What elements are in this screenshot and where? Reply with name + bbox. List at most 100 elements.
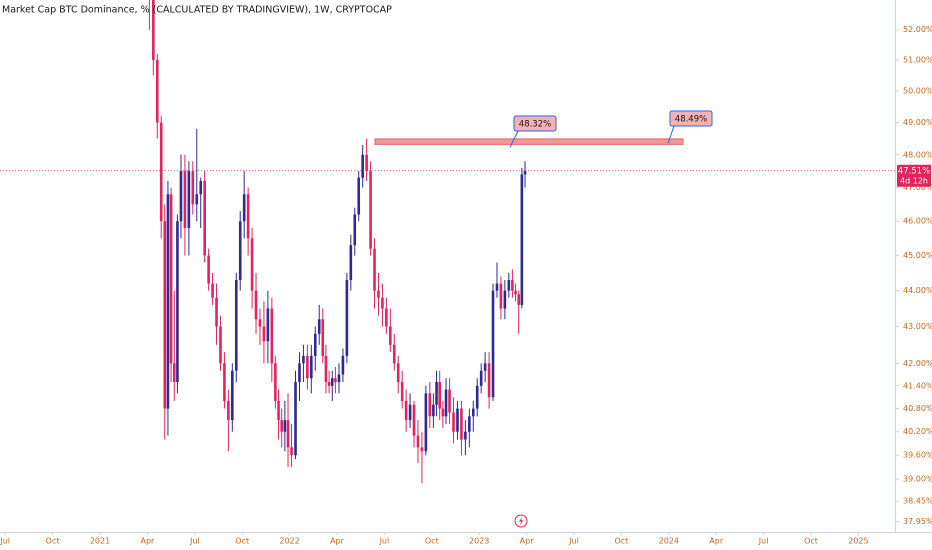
candle-body [277, 400, 280, 421]
candle-body [290, 447, 293, 456]
y-tick-label: 48.00% [903, 150, 932, 159]
x-tick-label: 2025 [848, 537, 868, 546]
candle-body [163, 221, 167, 409]
candle-body [345, 280, 349, 356]
candle-body [203, 181, 206, 256]
candle-body [283, 420, 287, 432]
candle-body [452, 412, 455, 432]
last-price-label: 47.51% [898, 166, 930, 176]
x-tick-label: Oct [46, 537, 60, 546]
candle-body [306, 355, 309, 379]
x-tick-label: Jul [0, 537, 10, 546]
candle-body [274, 363, 277, 401]
candle-body [298, 363, 301, 383]
callout-box [669, 110, 713, 127]
candle-body [428, 393, 432, 417]
x-tick-label: Apr [520, 537, 535, 546]
y-tick-label: 45.00% [903, 251, 932, 260]
candle-body [483, 363, 487, 371]
alert-icon[interactable] [514, 514, 528, 528]
callout-label: 48.49% [675, 115, 707, 125]
candle-body [365, 154, 368, 172]
candle-body [420, 447, 424, 452]
callout-box [513, 115, 557, 132]
y-tick-label: 40.20% [903, 427, 932, 436]
candle-body [159, 122, 163, 222]
countdown-label: 4d 12h [900, 176, 928, 185]
candle-body [215, 297, 218, 327]
candle-body [468, 416, 471, 432]
candle-body [169, 194, 173, 364]
candle-body [172, 363, 176, 383]
y-tick-label: 38.45% [903, 497, 932, 506]
candle-body [373, 248, 376, 291]
last-price-badge [897, 164, 931, 187]
y-tick-label: 50.00% [903, 87, 932, 96]
x-tick-label: 2023 [469, 537, 489, 546]
candle-body [227, 400, 230, 421]
candle-body [313, 333, 317, 356]
callout-pointer [509, 130, 519, 148]
x-tick-label: Apr [709, 537, 724, 546]
candle-body [369, 171, 372, 249]
y-tick-label: 47.00% [903, 183, 932, 192]
candle-body [262, 326, 266, 342]
candle-body [349, 245, 353, 281]
candle-body [377, 290, 380, 298]
candle-body [435, 382, 438, 405]
candle-body [330, 378, 334, 386]
y-tick-label: 40.80% [903, 404, 932, 413]
y-tick-label: 37.95% [903, 517, 932, 526]
candle-body [183, 171, 187, 229]
candle-body [310, 355, 313, 379]
candle-body [396, 363, 400, 383]
candle-body [404, 400, 408, 421]
candle-body [337, 374, 341, 383]
candle-body [223, 363, 226, 401]
x-tick-label: Jul [189, 537, 200, 546]
callout: 48.49% [667, 110, 713, 144]
x-tick-label: 2021 [90, 537, 110, 546]
candle-body [514, 290, 517, 295]
plot-area [0, 0, 895, 484]
candle-body [280, 420, 283, 432]
candle-body [511, 280, 514, 291]
candle-body [520, 174, 524, 305]
candle-body [195, 194, 199, 205]
y-tick-label: 49.00% [903, 118, 932, 127]
candle-body [219, 326, 222, 364]
chart-title: Market Cap BTC Dominance, % (CALCULATED … [2, 5, 392, 16]
candle-body [324, 355, 328, 383]
candle-body [499, 283, 503, 309]
candle-body [246, 194, 250, 239]
candle-body [432, 404, 435, 417]
candle-body [479, 370, 483, 386]
candle-body [381, 297, 384, 309]
candle-body [270, 308, 274, 364]
candle-body [385, 308, 388, 327]
callout: 48.32% [509, 115, 557, 148]
candle-body [250, 238, 254, 291]
candle-body [392, 344, 396, 364]
x-tick-label: Jul [568, 537, 579, 546]
candle-body [475, 385, 479, 409]
candle-body [353, 214, 357, 246]
y-tick-label: 39.60% [903, 451, 932, 460]
candle-body [199, 181, 203, 195]
candle-body [456, 408, 459, 432]
candle-body [460, 408, 463, 440]
x-tick-label: Jul [379, 537, 390, 546]
y-tick-label: 39.00% [903, 475, 932, 484]
candle-body [317, 319, 321, 334]
candle-body [424, 393, 428, 452]
callout-label: 48.32% [519, 120, 551, 130]
candle-body [238, 221, 242, 281]
x-tick-label: Oct [804, 537, 818, 546]
candle-body [207, 255, 210, 284]
candle-body [294, 382, 297, 456]
candle-body [286, 420, 290, 448]
axes: 52.00% 51.00% 50.00% 49.00% 48.00% 47.00% 46.0… [0, 25, 932, 545]
candle-body [400, 382, 404, 401]
